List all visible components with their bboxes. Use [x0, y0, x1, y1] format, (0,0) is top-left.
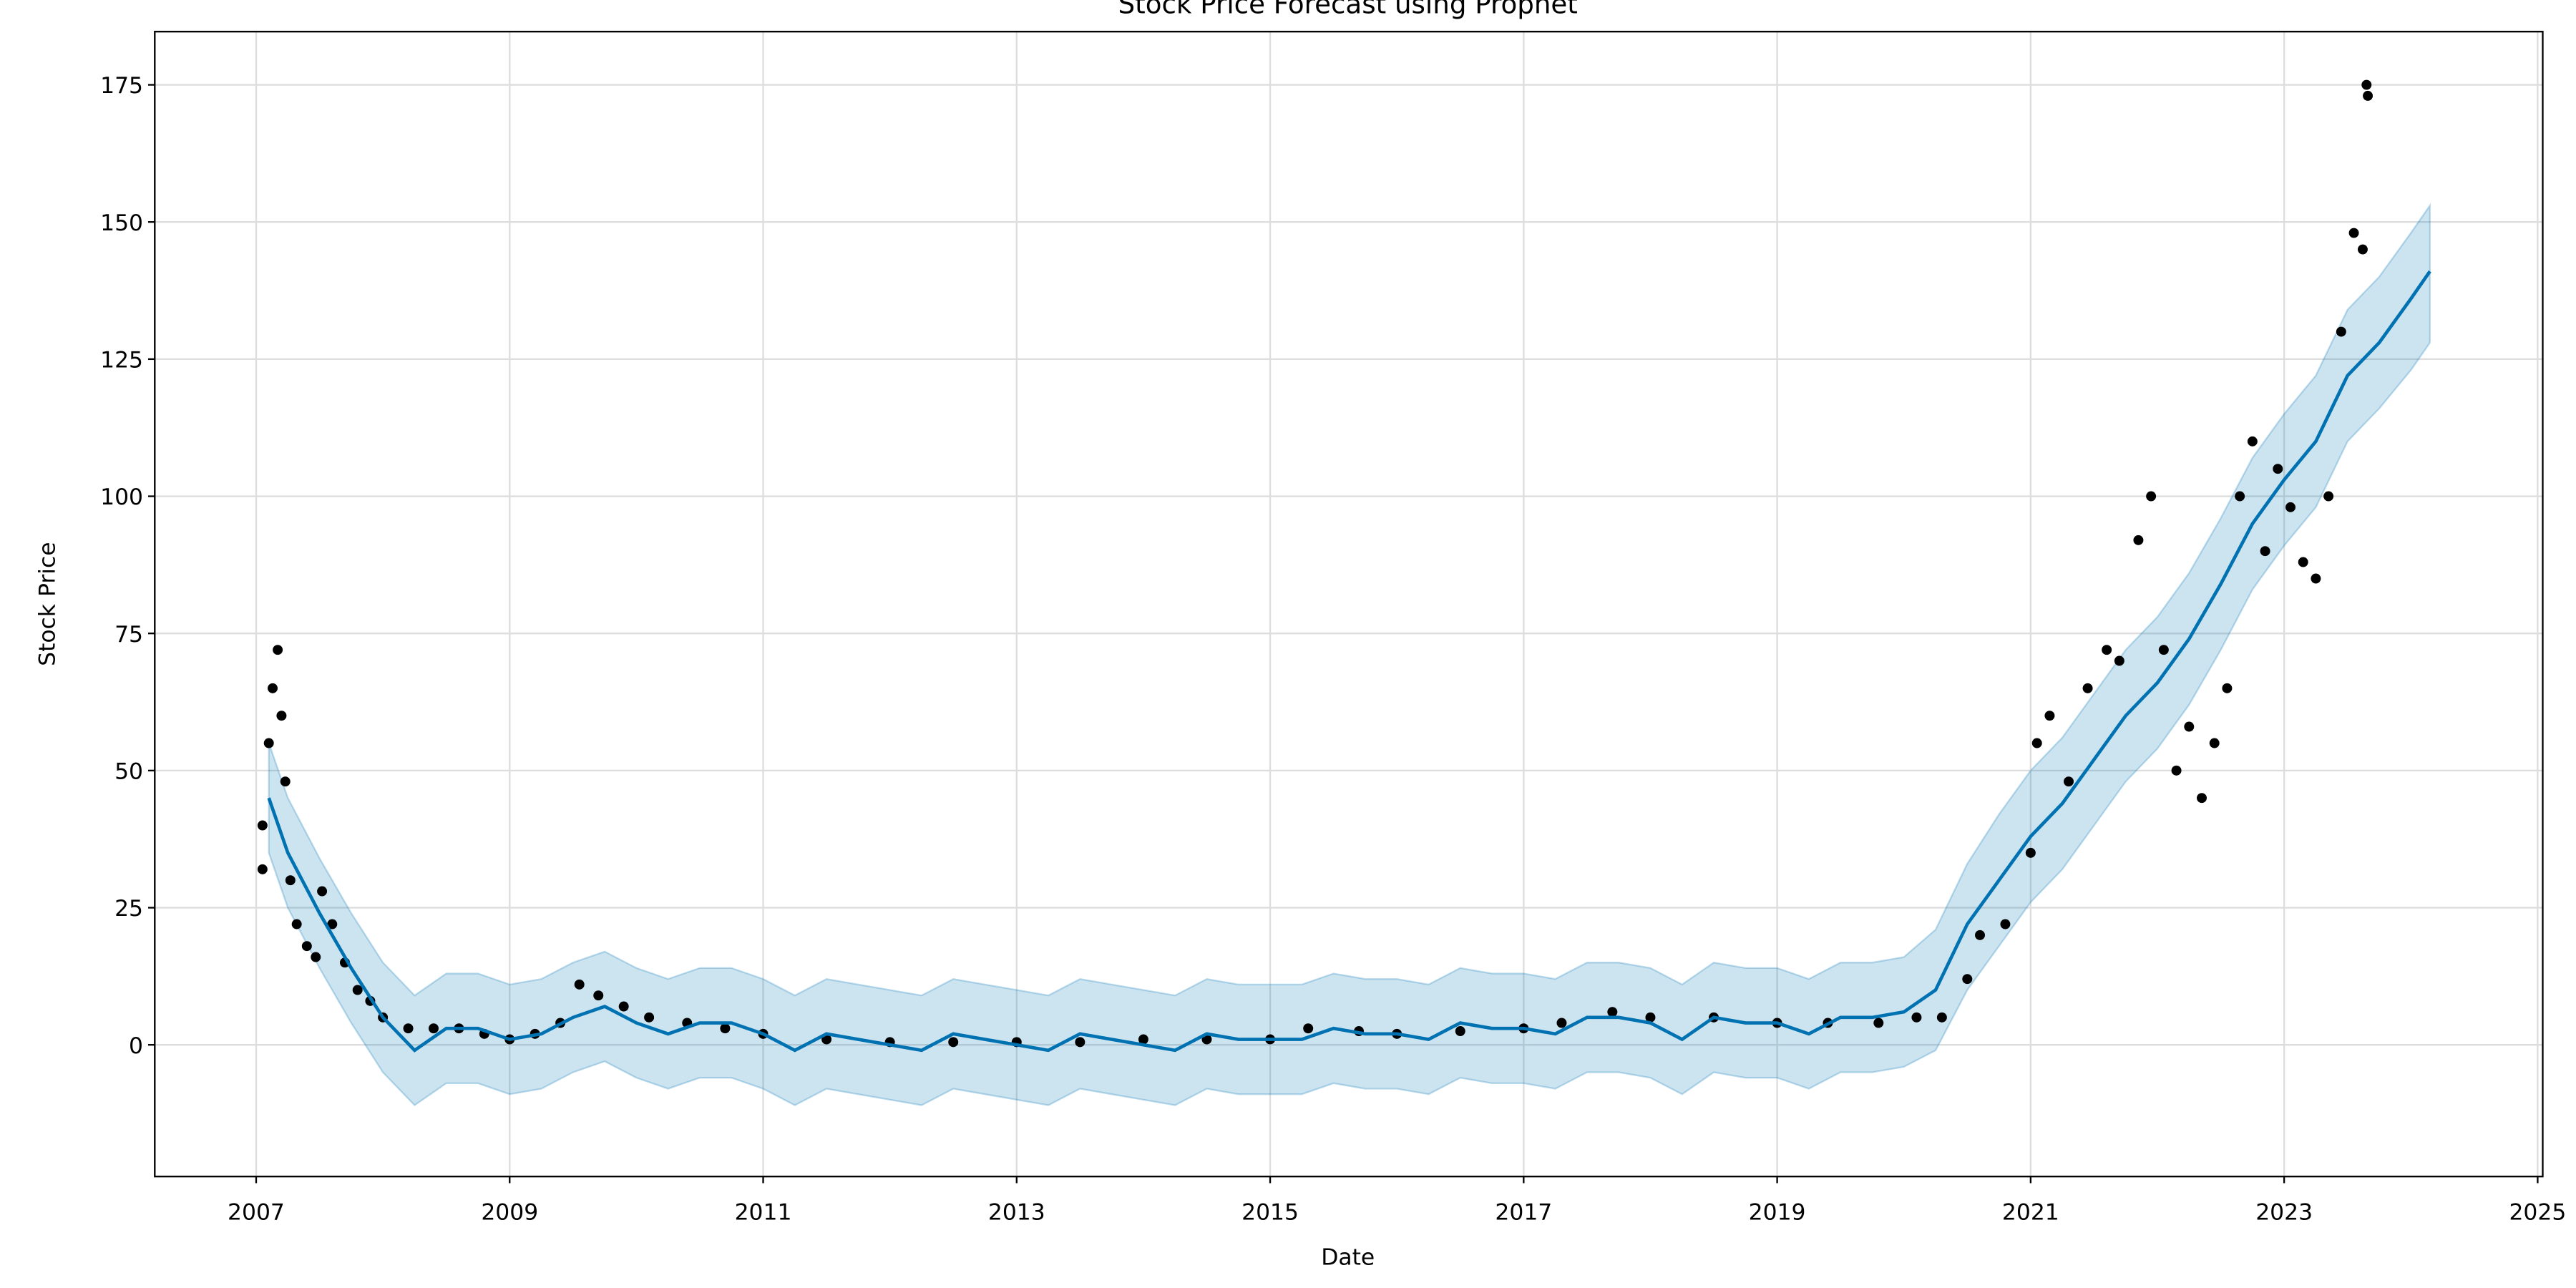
- data-point: [327, 919, 338, 930]
- data-point: [291, 919, 302, 930]
- data-point: [2357, 244, 2368, 255]
- data-point: [317, 886, 328, 897]
- data-point: [2311, 573, 2321, 584]
- data-point: [1936, 1012, 1947, 1023]
- data-point: [2171, 765, 2182, 776]
- data-point: [280, 776, 291, 787]
- data-point: [276, 711, 287, 721]
- data-point: [2273, 464, 2283, 474]
- data-point: [257, 820, 268, 831]
- y-tick-label: 0: [129, 1033, 143, 1059]
- data-point: [285, 875, 296, 886]
- plot-frame: [154, 31, 2544, 1178]
- data-point: [2000, 919, 2011, 930]
- data-point: [1455, 1026, 1465, 1037]
- data-point: [1975, 930, 1985, 940]
- data-point: [2114, 655, 2124, 666]
- data-point: [2158, 645, 2169, 655]
- data-point: [2044, 711, 2055, 721]
- data-point: [574, 979, 585, 990]
- x-tick-label: 2021: [2002, 1200, 2059, 1226]
- x-tick-label: 2023: [2255, 1200, 2313, 1226]
- data-point: [263, 738, 274, 748]
- data-point: [2102, 645, 2112, 655]
- data-point: [1303, 1023, 1314, 1034]
- data-point: [311, 952, 321, 962]
- data-point: [1075, 1037, 1085, 1048]
- x-tick-label: 2025: [2509, 1200, 2566, 1226]
- data-point: [2235, 491, 2245, 502]
- data-point: [2197, 793, 2207, 804]
- x-tick-label: 2009: [481, 1200, 538, 1226]
- data-point: [618, 1001, 629, 1012]
- data-point: [2348, 228, 2359, 238]
- data-point: [2133, 535, 2144, 545]
- data-point: [1962, 974, 1973, 985]
- y-tick-label: 100: [100, 484, 143, 510]
- x-tick-label: 2011: [735, 1200, 792, 1226]
- data-point: [1607, 1007, 1618, 1018]
- data-point: [352, 985, 363, 995]
- data-point: [1645, 1012, 1656, 1023]
- data-point: [2031, 738, 2042, 748]
- data-point: [2247, 436, 2258, 447]
- data-point: [593, 990, 604, 1001]
- data-point: [2025, 847, 2036, 858]
- x-axis-label: Date: [1321, 1244, 1375, 1270]
- y-tick-label: 25: [114, 896, 143, 922]
- x-tick-label: 2007: [228, 1200, 285, 1226]
- x-tick-label: 2019: [1749, 1200, 1806, 1226]
- y-tick-label: 50: [114, 758, 143, 784]
- data-point: [257, 864, 268, 874]
- y-tick-label: 175: [100, 73, 143, 99]
- chart-title: Stock Price Forecast using Prophet: [1118, 0, 1578, 20]
- data-point: [428, 1023, 439, 1034]
- data-point: [1138, 1034, 1148, 1045]
- y-tick-label: 125: [100, 348, 143, 374]
- forecast-line: [267, 270, 2431, 1053]
- data-point: [1911, 1012, 1922, 1023]
- data-point: [403, 1023, 414, 1034]
- x-tick-label: 2017: [1495, 1200, 1552, 1226]
- data-point: [2082, 683, 2093, 693]
- data-point: [720, 1023, 731, 1034]
- data-point: [2363, 90, 2373, 101]
- data-point: [301, 941, 312, 952]
- y-axis-label: Stock Price: [35, 542, 61, 666]
- data-point: [2146, 491, 2157, 502]
- data-point: [2285, 502, 2296, 512]
- data-point: [2184, 721, 2195, 732]
- data-point: [644, 1012, 655, 1023]
- data-point: [273, 645, 283, 655]
- data-point: [2209, 738, 2220, 748]
- data-point: [1873, 1018, 1884, 1028]
- data-point: [2323, 491, 2334, 502]
- data-point: [1556, 1018, 1567, 1028]
- data-point: [2064, 776, 2074, 787]
- data-point: [268, 683, 278, 693]
- data-point: [2298, 557, 2308, 567]
- y-tick-label: 150: [100, 210, 143, 236]
- y-tick-label: 75: [114, 622, 143, 648]
- x-tick-label: 2015: [1241, 1200, 1299, 1226]
- data-point: [948, 1037, 959, 1048]
- data-point: [2361, 79, 2372, 90]
- data-point: [2222, 683, 2233, 693]
- data-point: [2336, 326, 2346, 337]
- uncertainty-band: [268, 203, 2431, 1107]
- x-tick-label: 2013: [988, 1200, 1045, 1226]
- data-point: [2260, 546, 2270, 557]
